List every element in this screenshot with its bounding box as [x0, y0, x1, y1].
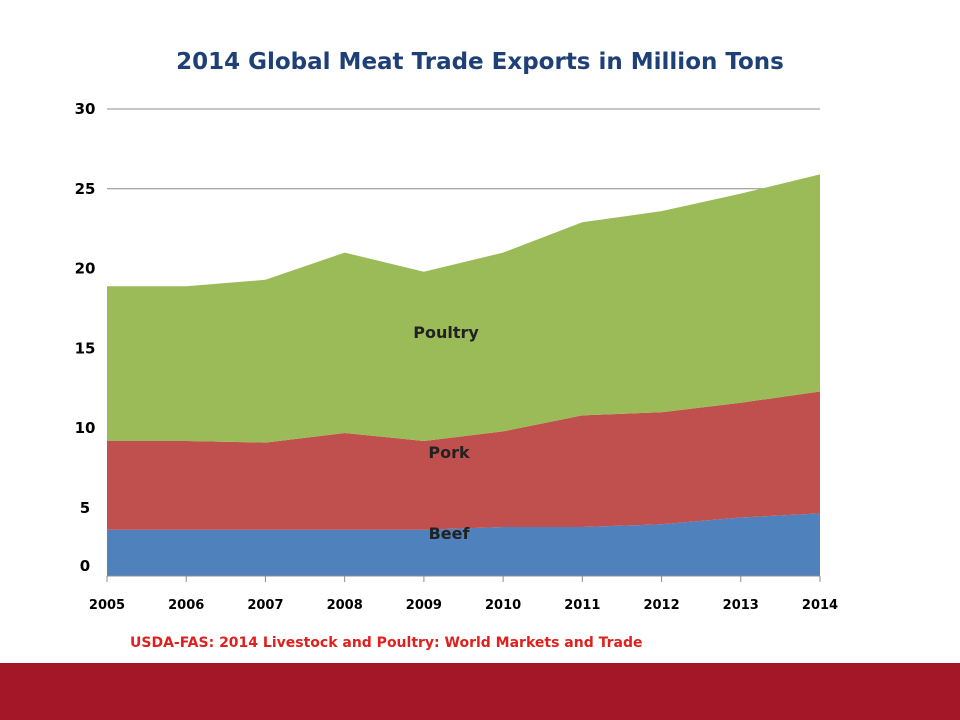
area-pork: [107, 391, 820, 530]
series-labels: Beef Pork Poultry: [413, 323, 479, 543]
x-tick-label: 2008: [327, 598, 363, 613]
y-tick-label: 30: [75, 100, 96, 118]
y-axis-ticks: 0 5 10 15 20 25 30: [75, 100, 96, 575]
y-tick-label: 20: [75, 260, 96, 278]
y-tick-label: 25: [75, 180, 96, 198]
gridlines: [107, 108, 820, 190]
x-tick-label: 2007: [247, 598, 283, 613]
y-tick-label: 15: [75, 339, 96, 357]
x-tick-label: 2006: [168, 598, 204, 613]
series-label-beef: Beef: [429, 524, 471, 543]
y-tick-label: 0: [80, 557, 90, 575]
y-tick-label: 10: [75, 419, 96, 437]
footer-bar: [0, 663, 960, 720]
area-poultry: [107, 174, 820, 443]
series-label-poultry: Poultry: [413, 323, 479, 342]
series-label-pork: Pork: [428, 443, 470, 462]
x-tick-label: 2010: [485, 598, 521, 613]
area-beef: [107, 513, 820, 576]
source-note: USDA-FAS: 2014 Livestock and Poultry: Wo…: [130, 635, 642, 651]
x-tick-label: 2013: [723, 598, 759, 613]
x-tick-label: 2009: [406, 598, 442, 613]
x-tick-label: 2005: [89, 598, 125, 613]
x-axis-ticks: 2005 2006 2007 2008 2009 2010 2011 2012 2013 2014: [89, 598, 838, 613]
x-tick-label: 2014: [802, 598, 838, 613]
x-tick-label: 2011: [564, 598, 600, 613]
area-series: [107, 174, 820, 576]
axes: [106, 575, 821, 582]
x-tick-label: 2012: [643, 598, 679, 613]
chart-title: 2014 Global Meat Trade Exports in Millio…: [176, 49, 784, 75]
y-tick-label: 5: [80, 499, 90, 517]
